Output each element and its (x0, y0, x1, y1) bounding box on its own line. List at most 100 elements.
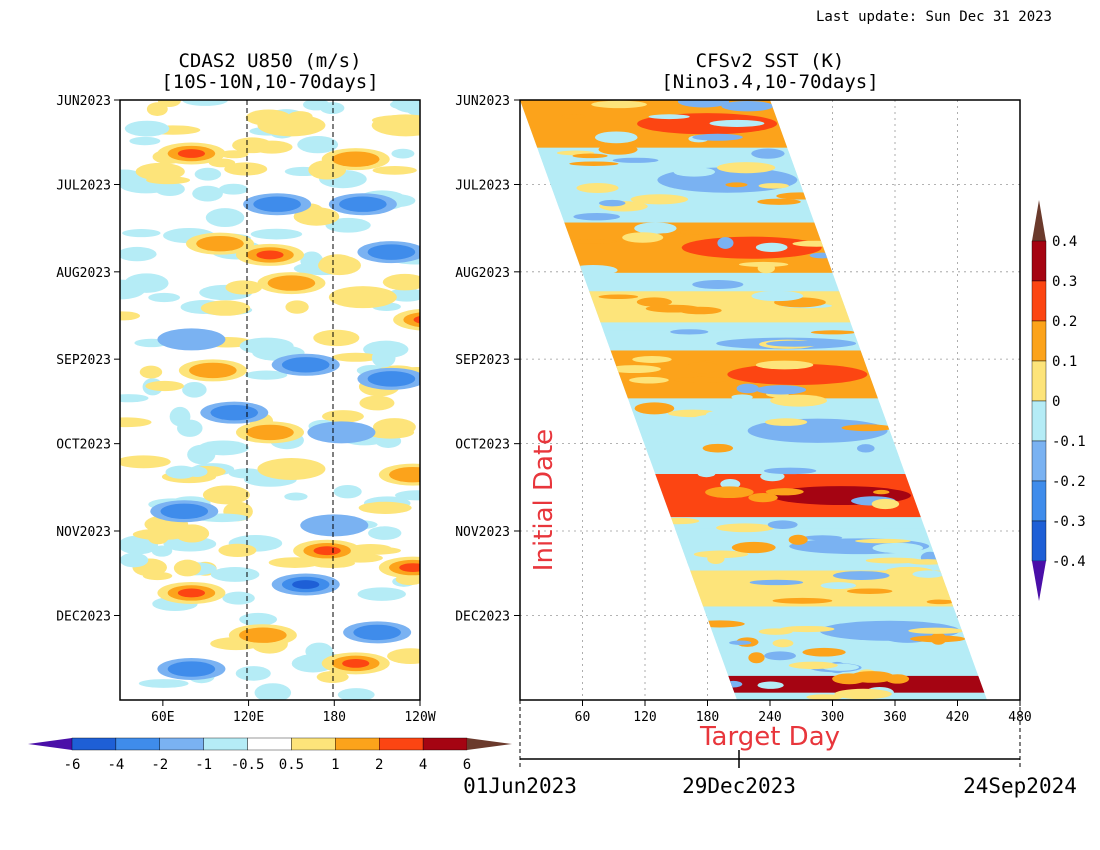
right-field-patch (678, 306, 722, 315)
left-field-patch (120, 246, 157, 262)
left-field-blob (160, 503, 209, 519)
left-colorbar-segment (247, 737, 292, 751)
left-field-blob (167, 661, 216, 677)
right-field-patch (721, 100, 774, 112)
right-field-patch (731, 541, 776, 554)
left-field-blob (196, 235, 244, 252)
left-field-patch (303, 100, 330, 111)
right-field-patch (772, 597, 833, 604)
right-field-patch (841, 424, 893, 432)
left-field-patch (205, 208, 245, 228)
right-field-patch (561, 114, 586, 119)
left-field-patch (235, 666, 271, 681)
right-field-patch (622, 232, 664, 243)
right-field-patch (709, 119, 765, 127)
right-field-patch (846, 588, 893, 594)
left-field-blob (367, 244, 416, 260)
right-colorbar-label: -0.1 (1052, 434, 1086, 450)
right-field-patch (619, 185, 661, 192)
left-field-patch (200, 300, 251, 316)
left-field-patch (387, 648, 420, 664)
left-colorbar-segment (335, 737, 380, 751)
left-field-blob (189, 362, 237, 379)
right-field-patch (748, 493, 778, 503)
right-field-patch (751, 148, 785, 159)
left-field-patch (138, 679, 189, 688)
right-panel: CFSv2 SST (K) [Nino3.4,10-70days] JUN202… (455, 50, 1077, 798)
right-field-patch (632, 355, 672, 363)
left-field-patch (371, 348, 396, 368)
left-field-patch (120, 279, 146, 300)
right-field-patch (748, 652, 765, 664)
date-axis: 01Jun2023 29Dec2023 24Sep2024 (463, 700, 1077, 798)
right-field-patch (772, 639, 794, 648)
left-field-patch (245, 370, 288, 380)
right-field-patch (820, 582, 857, 590)
left-field-patch (146, 176, 191, 185)
right-xtick-label: 120 (633, 710, 656, 725)
right-field-patch (813, 557, 836, 567)
right-xtick-label: 60 (575, 710, 591, 725)
right-xtick-label: 240 (758, 710, 781, 725)
right-field-patch (693, 550, 749, 558)
left-field-patch (186, 466, 208, 477)
right-field-patch (751, 290, 804, 302)
left-field-patch (120, 311, 141, 321)
left-field-patch (120, 552, 149, 568)
left-ytick-label: JUN2023 (56, 94, 111, 109)
right-field-patch (692, 133, 743, 141)
left-field-blob (246, 424, 294, 441)
right-field-patch (571, 239, 617, 244)
right-field-patch (749, 579, 804, 586)
left-field-patch (194, 167, 222, 181)
right-colorbar-segment (1031, 320, 1047, 362)
right-title-line1: CFSv2 SST (K) (696, 50, 845, 72)
right-field-patch (856, 444, 875, 453)
left-field-blob (307, 421, 376, 444)
left-field-patch (225, 280, 263, 295)
left-heatmap-field (120, 100, 420, 700)
left-field-patch (182, 100, 229, 106)
right-colorbar-segment (1031, 400, 1047, 442)
right-field-patch (702, 443, 734, 453)
right-field-patch (591, 100, 647, 109)
left-field-blob (331, 151, 380, 167)
left-field-patch (151, 545, 173, 557)
left-field-patch (321, 410, 364, 423)
left-field-patch (135, 162, 185, 181)
left-colorbar-label: 0.5 (279, 757, 304, 773)
right-field-patch (788, 661, 838, 670)
left-field-patch (145, 380, 184, 392)
right-title-line2: [Nino3.4,10-70days] (661, 71, 878, 93)
right-field-patch (723, 598, 760, 606)
right-field-patch (648, 114, 690, 120)
left-field-patch (120, 455, 171, 469)
left-field-patch (291, 654, 335, 673)
right-field-patch (731, 394, 753, 400)
right-field-patch (598, 144, 638, 155)
right-field-patch (569, 161, 619, 166)
left-field-patch (268, 557, 321, 568)
right-field-patch (576, 183, 619, 193)
right-field-patch (757, 198, 801, 205)
right-field-patch (634, 222, 677, 235)
left-field-patch (146, 102, 168, 116)
right-field-patch (764, 418, 808, 426)
left-field-patch (120, 535, 159, 555)
left-field-patch (372, 165, 417, 175)
right-field-patch (788, 534, 808, 545)
left-field-patch (300, 251, 324, 271)
right-field-patch (806, 694, 843, 700)
right-colorbar-segment (1031, 480, 1047, 522)
right-ylabel: Initial Date (529, 429, 559, 571)
right-field-patch (634, 402, 675, 415)
right-field-patch (673, 167, 716, 177)
right-field-patch (573, 213, 621, 221)
right-field-patch (648, 441, 668, 448)
left-field-patch (357, 587, 406, 601)
right-colorbar: 0.4 0.3 0.2 0.1 0 -0.1 -0.2 -0.3 -0.4 (1031, 200, 1086, 601)
right-colorbar-segment (1031, 440, 1047, 482)
right-field-patch (865, 557, 923, 564)
left-field-blob (257, 114, 326, 137)
